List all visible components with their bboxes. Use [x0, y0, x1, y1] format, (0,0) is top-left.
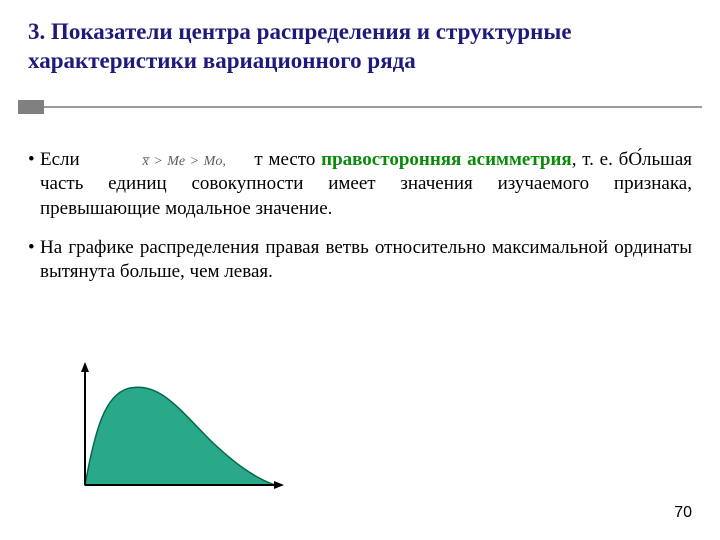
bullet1-prefix: Если — [40, 149, 86, 170]
page-number: 70 — [674, 504, 692, 522]
bullet-item-2: На графике распределения правая ветвь от… — [28, 236, 692, 285]
bullet1-highlight: правосторонняя асимметрия — [321, 149, 572, 170]
slide-title: 3. Показатели центра распределения и стр… — [28, 18, 692, 76]
bullet1-mid: т место — [254, 149, 321, 170]
bullet1-formula: x̅ > Me > Mo, — [143, 154, 226, 169]
divider — [28, 100, 692, 118]
y-axis-arrow — [81, 362, 89, 372]
divider-box — [18, 100, 44, 114]
distribution-area — [85, 387, 275, 485]
bullet2-text: На графике распределения правая ветвь от… — [40, 237, 692, 283]
bullet-item-1: Если ______x̅ > Me > Mo,___т место право… — [28, 148, 692, 222]
bullet-list: Если ______x̅ > Me > Mo,___т место право… — [28, 148, 692, 285]
x-axis-arrow — [274, 481, 284, 489]
divider-line — [18, 106, 702, 108]
distribution-chart — [60, 360, 290, 500]
